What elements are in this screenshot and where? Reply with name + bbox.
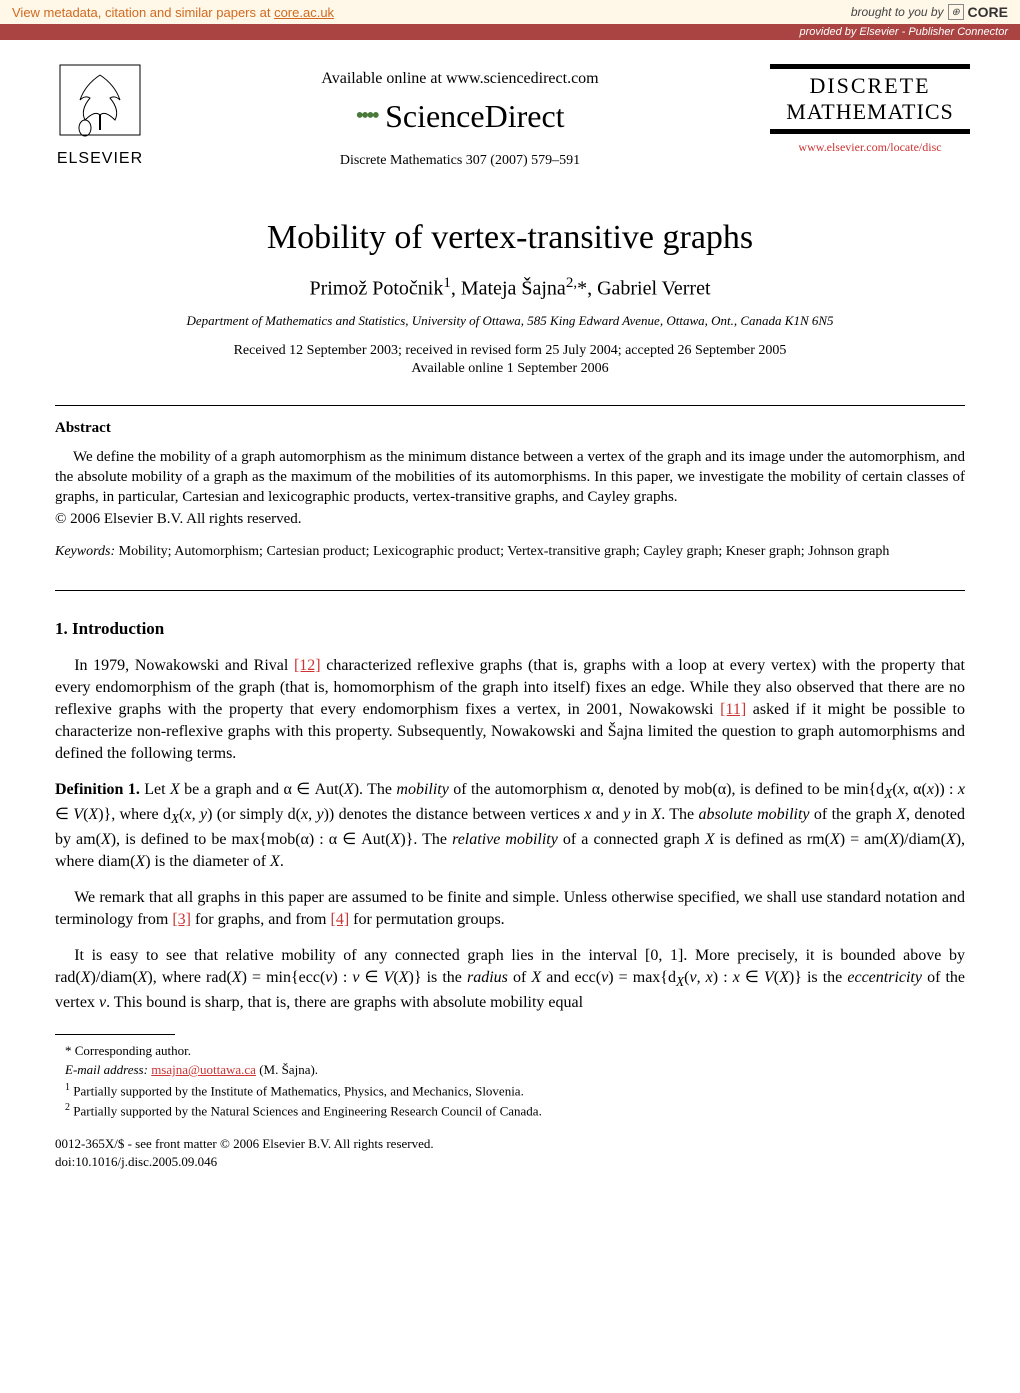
abstract-hr-top (55, 405, 965, 406)
elsevier-logo: ELSEVIER (50, 60, 150, 168)
journal-reference: Discrete Mathematics 307 (2007) 579–591 (170, 153, 750, 169)
footnote-corresponding: * Corresponding author. (75, 1041, 965, 1061)
intro-para-3: It is easy to see that relative mobility… (55, 945, 965, 1014)
elsevier-text: ELSEVIER (50, 150, 150, 168)
definition-1: Definition 1. Let X be a graph and α ∈ A… (55, 779, 965, 872)
journal-name-line1: DISCRETE (770, 73, 970, 99)
front-matter-text: 0012-365X/$ - see front matter © 2006 El… (55, 1135, 965, 1153)
core-logo-area: brought to you by ⊕ CORE (851, 4, 1008, 20)
email-label: E-mail address: (65, 1062, 148, 1077)
paper-title: Mobility of vertex-transitive graphs (55, 219, 965, 257)
abstract-heading: Abstract (55, 420, 965, 437)
dates-received: Received 12 September 2003; received in … (55, 343, 965, 359)
journal-hr-bottom (770, 129, 970, 134)
main-content: Mobility of vertex-transitive graphs Pri… (0, 179, 1020, 1202)
keywords: Keywords: Mobility; Automorphism; Cartes… (55, 542, 965, 562)
core-label: CORE (968, 4, 1008, 20)
intro-heading: 1. Introduction (55, 619, 965, 639)
journal-url-link[interactable]: www.elsevier.com/locate/disc (798, 140, 941, 154)
core-banner: View metadata, citation and similar pape… (0, 0, 1020, 24)
elsevier-tree-icon (50, 60, 150, 150)
ref-4-link[interactable]: [4] (330, 911, 349, 928)
journal-name-line2: MATHEMATICS (770, 99, 970, 125)
provider-text: provided by Elsevier - Publisher Connect… (800, 26, 1009, 38)
footnote-email: E-mail address: msajna@uottawa.ca (M. Ša… (75, 1060, 965, 1080)
def1-label: Definition 1. (55, 781, 140, 798)
sciencedirect-text: ScienceDirect (385, 98, 564, 135)
abstract-copyright: © 2006 Elsevier B.V. All rights reserved… (55, 511, 965, 528)
doi-text: doi:10.1016/j.disc.2005.09.046 (55, 1153, 965, 1171)
email-link[interactable]: msajna@uottawa.ca (151, 1062, 256, 1077)
authors: Primož Potočnik1, Mateja Šajna2,*, Gabri… (55, 275, 965, 301)
intro-para-1: In 1979, Nowakowski and Rival [12] chara… (55, 655, 965, 765)
dates-online: Available online 1 September 2006 (55, 361, 965, 377)
ref-11-link[interactable]: [11] (720, 701, 746, 718)
brought-by-text: brought to you by (851, 5, 944, 19)
core-link[interactable]: core.ac.uk (274, 5, 334, 20)
banner-text: View metadata, citation and similar pape… (12, 5, 274, 20)
ref-3-link[interactable]: [3] (172, 911, 191, 928)
provider-bar: provided by Elsevier - Publisher Connect… (0, 24, 1020, 40)
abstract-hr-bottom (55, 590, 965, 591)
affiliation: Department of Mathematics and Statistics… (55, 313, 965, 329)
banner-left: View metadata, citation and similar pape… (12, 5, 334, 20)
keywords-label: Keywords: (55, 544, 115, 559)
ref-12-link[interactable]: [12] (294, 657, 321, 674)
def1-text: Let X be a graph and α ∈ Aut(X). The mob… (55, 781, 965, 869)
footnote-1: 1 Partially supported by the Institute o… (75, 1080, 965, 1101)
intro-para-2: We remark that all graphs in this paper … (55, 887, 965, 931)
footnote-hr (55, 1034, 175, 1035)
email-suffix: (M. Šajna). (256, 1062, 318, 1077)
header-area: ELSEVIER Available online at www.science… (0, 40, 1020, 179)
sciencedirect-logo: •••• ScienceDirect (170, 98, 750, 135)
footnote-2: 2 Partially supported by the Natural Sci… (75, 1100, 965, 1121)
journal-logo: DISCRETE MATHEMATICS www.elsevier.com/lo… (770, 60, 970, 156)
journal-hr-top (770, 64, 970, 69)
keywords-text: Mobility; Automorphism; Cartesian produc… (115, 544, 889, 559)
fn2-text: Partially supported by the Natural Scien… (73, 1104, 542, 1119)
fn1-text: Partially supported by the Institute of … (73, 1083, 524, 1098)
p1-pre: In 1979, Nowakowski and Rival (74, 657, 294, 674)
abstract-text: We define the mobility of a graph automo… (55, 447, 965, 508)
p2-mid: for graphs, and from (191, 911, 331, 928)
core-icon: ⊕ (948, 4, 964, 20)
available-online-text: Available online at www.sciencedirect.co… (170, 70, 750, 88)
sciencedirect-icon: •••• (355, 103, 377, 130)
p2-post: for permutation groups. (349, 911, 505, 928)
center-header: Available online at www.sciencedirect.co… (170, 60, 750, 169)
bottom-meta: 0012-365X/$ - see front matter © 2006 El… (55, 1135, 965, 1171)
